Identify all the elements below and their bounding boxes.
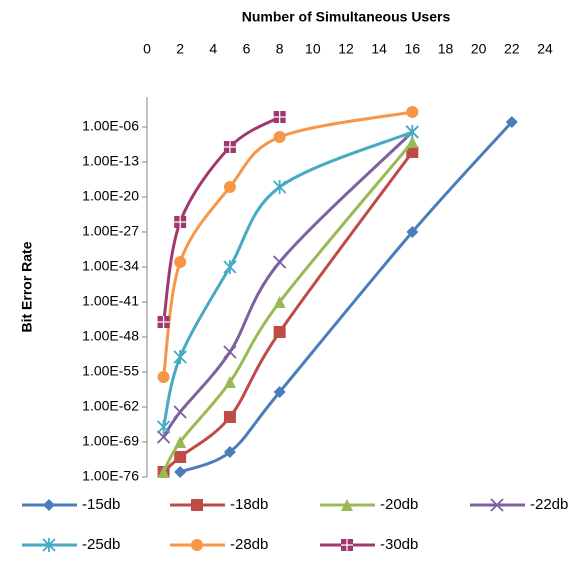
y-tick-label: 1.00E-06 — [82, 118, 139, 134]
series-line — [162, 130, 414, 438]
x-tick-label: 14 — [371, 41, 387, 57]
marker — [273, 111, 286, 123]
marker — [191, 539, 203, 551]
marker — [223, 181, 236, 193]
x-tick-label: 22 — [504, 41, 520, 57]
x-tick-label: 0 — [143, 41, 151, 57]
legend-label: -30db — [380, 536, 418, 553]
marker — [157, 371, 170, 383]
marker — [273, 180, 287, 194]
series-line — [162, 115, 281, 323]
legend-label: -20db — [380, 496, 418, 513]
x-tick-label: 18 — [438, 41, 454, 57]
legend-label: -15db — [82, 496, 120, 513]
marker — [341, 539, 353, 551]
marker — [174, 216, 187, 228]
marker — [173, 405, 187, 419]
y-tick-label: 1.00E-55 — [82, 363, 139, 379]
series-line — [162, 141, 414, 473]
x-tick-label: 20 — [471, 41, 487, 57]
marker — [156, 430, 171, 444]
legend-item: -15db — [22, 496, 120, 513]
marker — [406, 146, 419, 158]
y-axis-title: Bit Error Rate — [19, 241, 35, 332]
y-tick-label: 1.00E-41 — [82, 293, 139, 309]
marker — [273, 131, 286, 143]
legend-item: -20db — [320, 496, 418, 513]
y-tick-label: 1.00E-69 — [82, 433, 139, 449]
x-tick-label: 10 — [305, 41, 321, 57]
x-tick-label: 24 — [537, 41, 553, 57]
legend-label: -28db — [230, 536, 268, 553]
legend-label: -22db — [530, 496, 568, 513]
marker — [341, 499, 353, 511]
marker — [43, 499, 55, 511]
marker — [174, 436, 187, 448]
marker — [156, 420, 171, 434]
x-tick-label: 8 — [276, 41, 284, 57]
marker — [223, 446, 236, 458]
x-tick-label: 12 — [338, 41, 354, 57]
marker — [406, 226, 419, 238]
y-tick-label: 1.00E-34 — [82, 258, 139, 274]
marker — [406, 136, 419, 148]
marker — [223, 141, 236, 153]
marker-plus — [341, 539, 353, 551]
marker — [174, 451, 187, 463]
legend-item: -30db — [320, 536, 418, 553]
marker — [505, 116, 518, 128]
y-tick-label: 1.00E-76 — [82, 468, 139, 484]
marker — [273, 326, 286, 338]
marker — [223, 376, 236, 388]
series-line — [162, 151, 414, 474]
legend-item: -18db — [170, 496, 268, 513]
y-tick-label: 1.00E-27 — [82, 223, 139, 239]
marker — [405, 125, 419, 139]
series-line — [162, 130, 413, 428]
x-tick-label: 6 — [243, 41, 251, 57]
marker — [490, 498, 504, 512]
marker — [273, 386, 286, 398]
marker-plus — [273, 111, 286, 123]
series-line — [162, 110, 413, 378]
marker — [223, 345, 237, 359]
legend-item: -25db — [22, 536, 120, 553]
x-tick-label: 4 — [209, 41, 217, 57]
x-axis-title: Number of Simultaneous Users — [242, 9, 451, 25]
legend-label: -18db — [230, 496, 268, 513]
marker-plus — [157, 316, 170, 328]
marker — [157, 466, 170, 478]
y-tick-label: 1.00E-48 — [82, 328, 139, 344]
marker — [174, 256, 187, 268]
legend-label: -25db — [82, 536, 120, 553]
marker — [406, 106, 419, 118]
marker — [273, 296, 286, 308]
marker — [191, 499, 203, 511]
y-tick-label: 1.00E-62 — [82, 398, 139, 414]
x-tick-label: 16 — [405, 41, 421, 57]
marker — [223, 411, 236, 423]
y-tick-label: 1.00E-20 — [82, 188, 139, 204]
marker — [157, 316, 170, 328]
x-tick-label: 2 — [176, 41, 184, 57]
legend-item: -22db — [470, 496, 568, 513]
marker-plus — [174, 216, 187, 228]
marker — [42, 538, 56, 552]
marker — [273, 255, 287, 269]
marker — [223, 260, 237, 274]
y-tick-label: 1.00E-13 — [82, 153, 139, 169]
marker — [174, 466, 187, 478]
legend-item: -28db — [170, 536, 268, 553]
marker-plus — [223, 141, 236, 153]
marker — [173, 350, 187, 364]
